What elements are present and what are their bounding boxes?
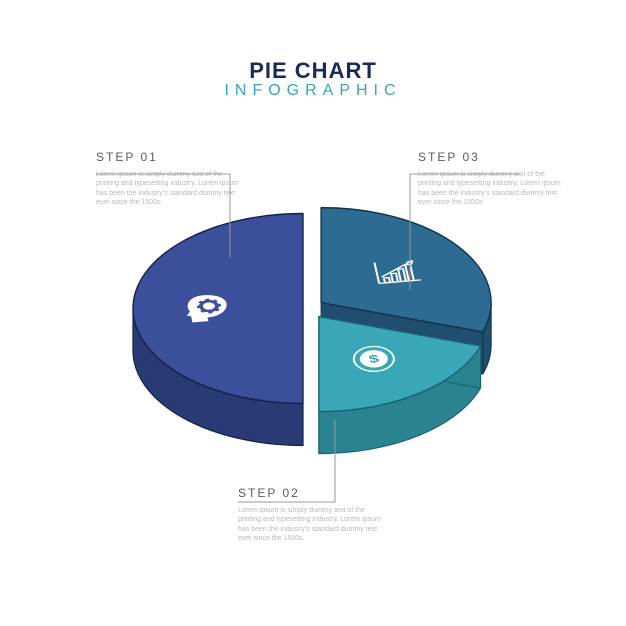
pie-slice-step01 xyxy=(133,213,303,445)
step-body: Lorem ipsum is simply dummy text of the … xyxy=(418,170,568,208)
pie-chart-3d: $ xyxy=(103,158,523,493)
callout-step-03: STEP 03 Lorem ipsum is simply dummy text… xyxy=(418,150,568,208)
step-label: STEP 02 xyxy=(238,486,388,500)
title-block: PIE CHART INFOGRAPHIC xyxy=(0,58,626,100)
callout-step-02: STEP 02 Lorem ipsum is simply dummy text… xyxy=(238,486,388,544)
step-label: STEP 03 xyxy=(418,150,568,164)
title-line1: PIE CHART xyxy=(0,58,626,84)
step-body: Lorem ipsum is simply dummy text of the … xyxy=(96,170,246,208)
step-body: Lorem ipsum is simply dummy text of the … xyxy=(238,506,388,544)
infographic-canvas: PIE CHART INFOGRAPHIC $ STEP 01 Lorem ip… xyxy=(0,0,626,626)
step-label: STEP 01 xyxy=(96,150,246,164)
title-line2: INFOGRAPHIC xyxy=(0,82,626,100)
callout-step-01: STEP 01 Lorem ipsum is simply dummy text… xyxy=(96,150,246,208)
